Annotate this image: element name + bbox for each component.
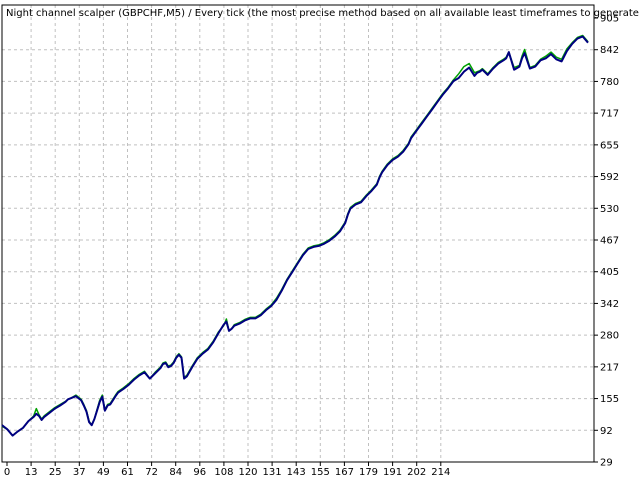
x-tick-label: 49 [97,467,110,478]
x-tick-label: 214 [431,467,450,478]
x-tick-label: 143 [287,467,306,478]
x-tick-label: 108 [214,467,233,478]
y-tick-label: 155 [600,394,619,405]
y-tick-label: 467 [600,236,619,247]
x-tick-label: 72 [145,467,158,478]
y-tick-label: 717 [600,109,619,120]
y-tick-label: 405 [600,267,619,278]
x-tick-label: 0 [4,467,10,478]
plot-frame [1,4,595,463]
y-axis-ticks: 905 842 780 717 655 592 530 467 405 342 280 217 155 9… [594,14,619,469]
x-tick-label: 37 [73,467,86,478]
x-axis-ticks: 0 13 25 37 49 61 72 84 96 108 120 131 143 155 167 179 19… [4,462,450,478]
x-tick-label: 179 [359,467,378,478]
y-tick-label: 592 [600,172,619,183]
x-tick-label: 25 [49,467,62,478]
x-tick-label: 84 [169,467,182,478]
y-tick-label: 280 [600,331,619,342]
x-tick-label: 96 [193,467,206,478]
y-tick-label: 655 [600,140,619,151]
x-tick-label: 202 [407,467,426,478]
x-tick-label: 61 [121,467,134,478]
y-tick-label: 217 [600,362,619,373]
plot-area [1,34,589,437]
equity-line [1,34,589,437]
y-tick-label: 92 [600,426,613,437]
x-tick-label: 13 [25,467,38,478]
x-tick-label: 191 [383,467,402,478]
grid-lines [2,5,594,462]
x-tick-label: 120 [238,467,257,478]
chart-title: Night channel scalper (GBPCHF,M5) / Ever… [6,8,640,19]
x-tick-label: 167 [335,467,354,478]
y-tick-label: 530 [600,204,619,215]
balance-line [1,35,589,437]
y-tick-label: 842 [600,45,619,56]
y-tick-label: 780 [600,77,619,88]
y-tick-label: 29 [600,458,613,469]
x-tick-label: 155 [311,467,330,478]
y-tick-label: 905 [600,14,619,25]
x-tick-label: 131 [263,467,282,478]
y-tick-label: 342 [600,299,619,310]
